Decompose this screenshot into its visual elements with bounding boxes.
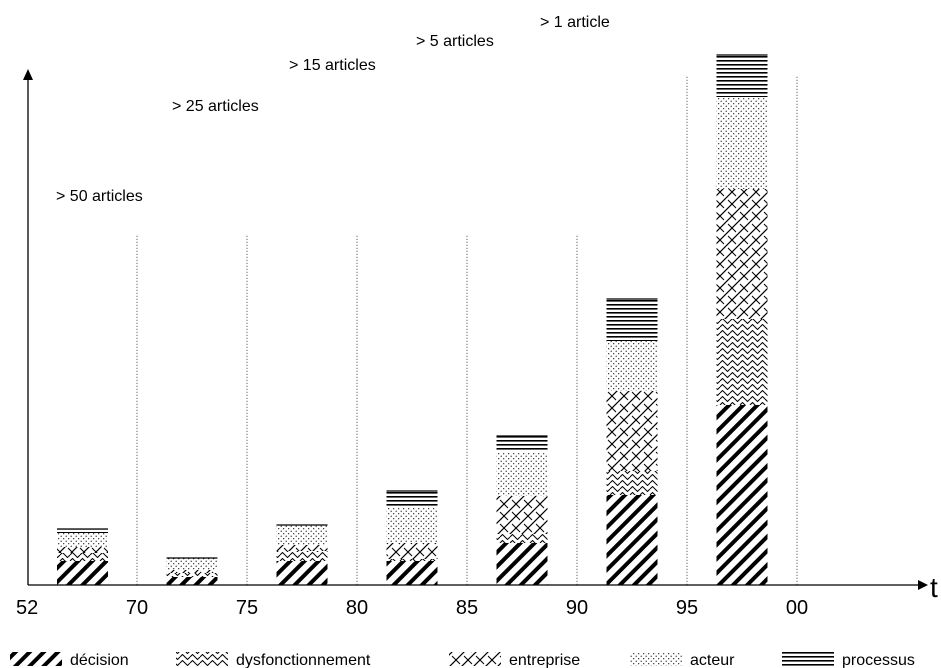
x-tick-label-90: 90 — [566, 597, 588, 619]
bar-70-75-decision — [166, 577, 218, 585]
legend-swatch-dysfonctionnement — [176, 652, 228, 666]
bar-90-95-dysfonctionnement — [606, 471, 658, 495]
legend-item-decision: décision — [10, 652, 129, 668]
x-tick-label-00: 00 — [786, 597, 808, 619]
bar-90-95-acteur — [606, 341, 658, 391]
bar-70-75-acteur — [166, 558, 218, 570]
legend-label-acteur: acteur — [690, 652, 735, 668]
bar-stack-52-70 — [57, 528, 108, 585]
x-tick-label-52: 52 — [16, 597, 38, 619]
bar-80-85-acteur — [386, 507, 438, 543]
bar-52-70-acteur — [57, 533, 108, 547]
legend-item-acteur: acteur — [630, 652, 735, 668]
bar-52-70-processus — [57, 529, 108, 533]
x-axis-label: t — [930, 572, 938, 603]
bar-95-00-entreprise — [716, 189, 768, 319]
bar-80-85-entreprise — [386, 543, 438, 559]
bar-95-00-processus — [716, 55, 768, 97]
annotation--5-articles: > 5 articles — [416, 33, 494, 50]
legend-item-dysfonctionnement: dysfonctionnement — [176, 652, 371, 668]
x-tick-label-70: 70 — [126, 597, 148, 619]
bar-90-95-entreprise — [606, 391, 658, 471]
bar-stack-75-80 — [276, 524, 328, 585]
bar-85-90-entreprise — [496, 496, 548, 534]
legend: décision dysfonctionnement entreprise acteu… — [10, 652, 915, 668]
legend-label-decision: décision — [70, 652, 129, 668]
annotation--15-articles: > 15 articles — [289, 57, 376, 74]
bar-75-80-decision — [276, 561, 328, 585]
bar-70-75-entreprise — [166, 570, 218, 573]
bar-70-75-dysfonctionnement — [166, 573, 218, 577]
bar-90-95-decision — [606, 495, 658, 585]
x-tick-label-95: 95 — [676, 597, 698, 619]
bar-52-70-dysfonctionnement — [57, 553, 108, 561]
bar-85-90-processus — [496, 436, 548, 452]
bar-stacks — [57, 54, 768, 585]
bar-85-90-dysfonctionnement — [496, 534, 548, 543]
bar-80-85-dysfonctionnement — [386, 559, 438, 561]
x-tick-label-85: 85 — [456, 597, 478, 619]
x-tick-label-80: 80 — [346, 597, 368, 619]
bar-stack-80-85 — [386, 490, 438, 585]
bar-95-00-acteur — [716, 97, 768, 189]
bar-95-00-decision — [716, 405, 768, 585]
bar-80-85-processus — [386, 491, 438, 507]
bar-85-90-acteur — [496, 452, 548, 496]
bar-75-80-entreprise — [276, 545, 328, 551]
legend-swatch-acteur — [630, 652, 682, 666]
annotation--50-articles: > 50 articles — [56, 188, 143, 205]
bar-52-70-entreprise — [57, 547, 108, 553]
y-axis-arrow — [23, 69, 33, 80]
x-axis-arrow — [918, 580, 928, 590]
bar-95-00-dysfonctionnement — [716, 319, 768, 405]
bar-stack-85-90 — [496, 435, 548, 585]
legend-item-processus: processus — [782, 652, 915, 668]
legend-label-entreprise: entreprise — [509, 652, 580, 668]
legend-swatch-entreprise — [449, 652, 501, 666]
bar-90-95-processus — [606, 299, 658, 341]
period-annotations: > 50 articles > 25 articles > 15 articles >… — [56, 14, 610, 205]
legend-swatch-processus — [782, 652, 834, 666]
legend-label-dysfonctionnement: dysfonctionnement — [236, 652, 371, 668]
bar-52-70-decision — [57, 561, 108, 585]
axes — [23, 69, 928, 590]
bar-stack-90-95 — [606, 298, 658, 585]
legend-label-processus: processus — [842, 652, 915, 668]
bar-stack-70-75 — [166, 557, 218, 585]
annotation--1-article: > 1 article — [540, 14, 610, 31]
annotation--25-articles: > 25 articles — [172, 98, 259, 115]
x-tick-label-75: 75 — [236, 597, 258, 619]
period-separators — [136, 75, 798, 585]
bar-75-80-dysfonctionnement — [276, 551, 328, 561]
bar-75-80-acteur — [276, 525, 328, 545]
x-tick-labels: 52 70 75 80 85 90 95 00 — [16, 597, 808, 619]
bar-80-85-decision — [386, 561, 438, 585]
legend-item-entreprise: entreprise — [449, 652, 580, 668]
bar-stack-95-00 — [716, 54, 768, 585]
legend-swatch-decision — [10, 652, 62, 666]
bar-85-90-decision — [496, 543, 548, 585]
